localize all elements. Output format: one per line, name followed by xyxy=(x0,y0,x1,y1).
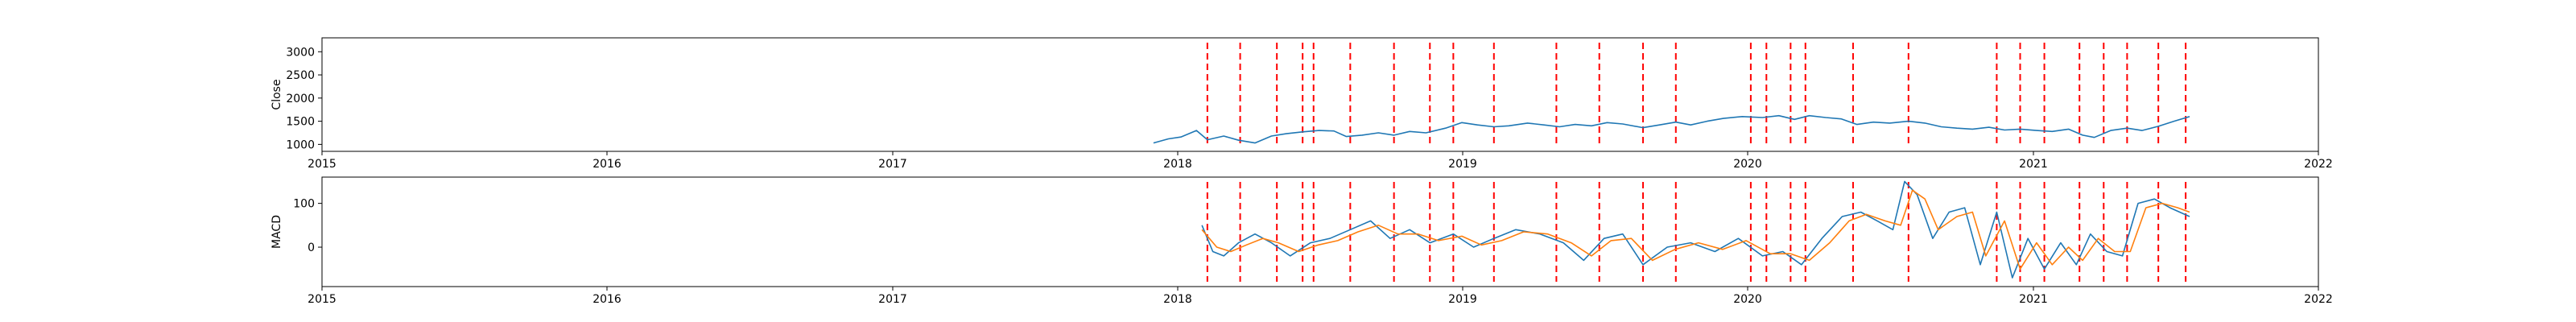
close-y-tick-label: 1000 xyxy=(286,138,315,151)
macd-plot-frame xyxy=(321,176,2319,287)
close-price-panel: 2015 2016 2017 2018 2019 2020 2021 2022 1000 1500… xyxy=(270,37,2333,171)
close-x-tick-label: 2015 xyxy=(308,158,336,171)
macd-y-tick-label: 0 xyxy=(308,242,315,254)
close-x-tick-label: 2017 xyxy=(878,158,907,171)
close-x-tick-label: 2018 xyxy=(1163,158,1192,171)
close-x-tick-label: 2021 xyxy=(2019,158,2048,171)
macd-panel: 2015 2016 2017 2018 2019 2020 2021 2022 0 100 MACD xyxy=(270,176,2333,306)
close-y-tick-label: 1500 xyxy=(286,116,315,129)
close-plot-frame xyxy=(321,37,2319,152)
close-x-tick-label: 2022 xyxy=(2304,158,2333,171)
macd-y-axis-label: MACD xyxy=(270,215,283,249)
close-y-tick-label: 2000 xyxy=(286,93,315,105)
macd-series-line-0 xyxy=(1201,180,2190,279)
macd-x-tick-label: 2022 xyxy=(2304,293,2333,306)
close-y-tick-label: 3000 xyxy=(286,46,315,59)
macd-x-tick-label: 2021 xyxy=(2019,293,2048,306)
close-x-tick-label: 2019 xyxy=(1448,158,1477,171)
macd-x-tick-label: 2017 xyxy=(878,293,907,306)
macd-x-tick-label: 2018 xyxy=(1163,293,1192,306)
close-x-tick-label: 2020 xyxy=(1733,158,1762,171)
macd-y-tick-label: 100 xyxy=(293,198,315,211)
macd-x-tick-label: 2016 xyxy=(592,293,621,306)
close-x-tick-label: 2016 xyxy=(592,158,621,171)
macd-x-tick-label: 2020 xyxy=(1733,293,1762,306)
macd-x-tick-label: 2015 xyxy=(308,293,336,306)
close-y-tick-label: 2500 xyxy=(286,69,315,82)
macd-x-tick-label: 2019 xyxy=(1448,293,1477,306)
macd-series-line-1 xyxy=(1201,189,2190,270)
close-y-axis-label: Close xyxy=(270,79,283,109)
close-series-line-0 xyxy=(1153,114,2190,144)
